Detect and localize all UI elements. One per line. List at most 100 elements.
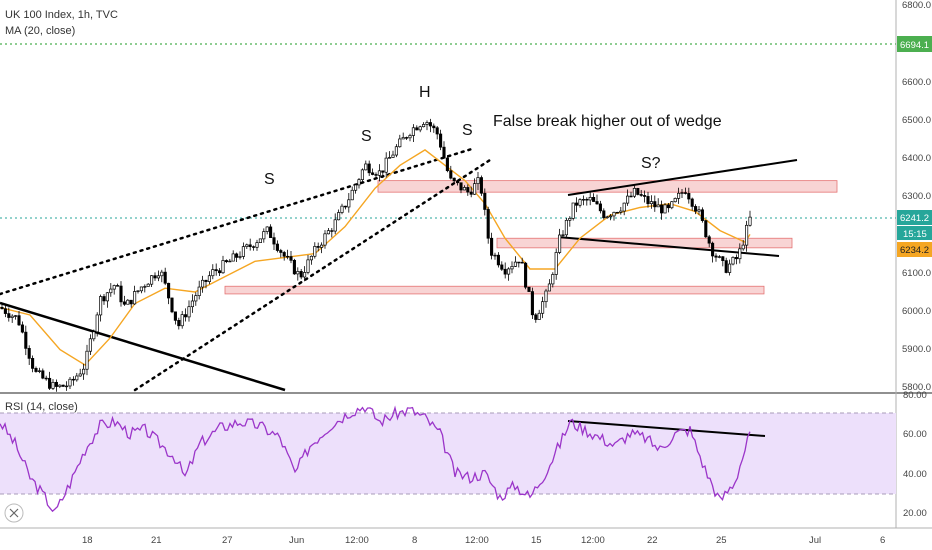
- candle-body: [20, 324, 24, 333]
- candle-body: [58, 384, 62, 387]
- candle-body: [697, 209, 701, 212]
- candle-body: [82, 368, 86, 375]
- annotation-s2: S: [361, 128, 372, 145]
- candle-body: [612, 211, 616, 217]
- rsi-line: [0, 405, 751, 513]
- candle-body: [255, 242, 259, 248]
- candle-body: [163, 271, 167, 284]
- candle-body: [265, 226, 269, 232]
- candle-body: [85, 350, 89, 370]
- candle-body: [88, 338, 92, 352]
- candle-body: [626, 195, 630, 204]
- candle-body: [558, 234, 562, 253]
- candle-body: [384, 157, 388, 173]
- moving-average-line: [0, 149, 751, 366]
- price-badge-ma-text: 6234.2: [900, 245, 929, 256]
- candle-body: [211, 269, 215, 277]
- candle-body: [160, 271, 164, 277]
- candle-body: [343, 205, 347, 208]
- candle-body: [337, 212, 341, 221]
- candle-body: [126, 299, 130, 305]
- time-tick: 12:00: [581, 535, 605, 546]
- time-tick: 12:00: [465, 535, 489, 546]
- candle-body: [388, 157, 392, 159]
- candle-body: [282, 252, 286, 257]
- candle-body: [275, 243, 279, 251]
- candle-body: [350, 189, 354, 201]
- candle-body: [605, 216, 609, 219]
- time-tick: 27: [222, 535, 233, 546]
- candle-body: [27, 348, 31, 359]
- candle-body: [598, 203, 602, 212]
- candle-body: [262, 231, 266, 240]
- candle-body: [116, 285, 120, 287]
- settings-icon[interactable]: [4, 503, 24, 523]
- candle-body: [561, 234, 565, 236]
- candle-body: [241, 246, 245, 257]
- candle-body: [738, 248, 742, 260]
- candle-body: [466, 187, 470, 193]
- candle-body: [10, 315, 14, 318]
- candle-body: [731, 256, 735, 265]
- candle-body: [408, 135, 412, 139]
- candle-body: [592, 197, 596, 202]
- candle-body: [224, 260, 228, 263]
- candle-body: [622, 202, 626, 212]
- candle-body: [646, 196, 650, 205]
- candle-body: [296, 271, 300, 275]
- candle-body: [17, 315, 21, 326]
- candle-body: [541, 301, 545, 314]
- candle-body: [663, 204, 667, 214]
- candle-body: [690, 198, 694, 207]
- candle-body: [537, 312, 541, 320]
- candle-body: [71, 378, 75, 381]
- time-tick: 8: [412, 535, 417, 546]
- rsi-axis: 80.00 60.00 40.00 20.00: [903, 390, 927, 519]
- candle-body: [112, 285, 116, 290]
- price-tick: 6300.0: [902, 191, 931, 202]
- candle-body: [415, 127, 419, 131]
- candle-body: [180, 314, 184, 327]
- candle-body: [717, 256, 721, 258]
- candle-body: [595, 201, 599, 205]
- price-badge-countdown: 15:15: [897, 226, 932, 240]
- symbol-title: UK 100 Index, 1h, TVC: [5, 9, 118, 21]
- candle-body: [680, 192, 684, 194]
- candle-body: [194, 295, 198, 302]
- candle-body: [330, 230, 334, 232]
- wedge-upper-line: [0, 146, 477, 296]
- candle-body: [252, 246, 256, 248]
- candle-body: [670, 201, 674, 209]
- candle-body: [354, 184, 358, 191]
- candle-body: [177, 319, 181, 327]
- candle-body: [643, 195, 647, 197]
- candle-body: [221, 260, 225, 274]
- candle-body: [534, 314, 538, 320]
- candle-body: [422, 124, 426, 128]
- candle-body: [119, 285, 123, 303]
- candle-body: [109, 288, 113, 294]
- candle-body: [636, 188, 640, 195]
- candle-body: [568, 218, 572, 221]
- candle-body: [704, 220, 708, 238]
- candle-body: [78, 373, 82, 377]
- candle-body: [510, 266, 514, 270]
- candle-body: [486, 209, 490, 239]
- candle-body: [48, 377, 52, 389]
- candle-body: [656, 204, 660, 208]
- candle-body: [99, 296, 103, 316]
- annotation-s3: S: [462, 122, 473, 139]
- candle-body: [245, 244, 249, 247]
- candle-body: [639, 194, 643, 196]
- candle-body: [425, 122, 429, 125]
- candle-body: [129, 299, 133, 305]
- candle-body: [381, 170, 385, 173]
- candle-body: [214, 269, 218, 272]
- candle-body: [122, 301, 126, 305]
- candle-body: [700, 209, 704, 221]
- candle-body: [391, 154, 395, 158]
- candle-body: [724, 260, 728, 273]
- price-axis: 6800.0 6600.0 6500.0 6400.0 6300.0 6100.…: [902, 0, 931, 393]
- candle-body: [231, 253, 235, 262]
